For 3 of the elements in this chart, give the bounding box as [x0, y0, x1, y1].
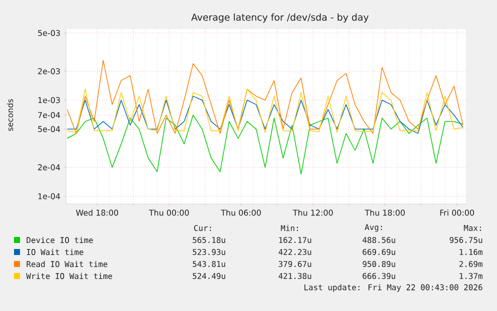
line-series	[66, 114, 464, 174]
line-series	[66, 60, 464, 134]
chart-title: Average latency for /dev/sda - by day	[191, 13, 369, 23]
